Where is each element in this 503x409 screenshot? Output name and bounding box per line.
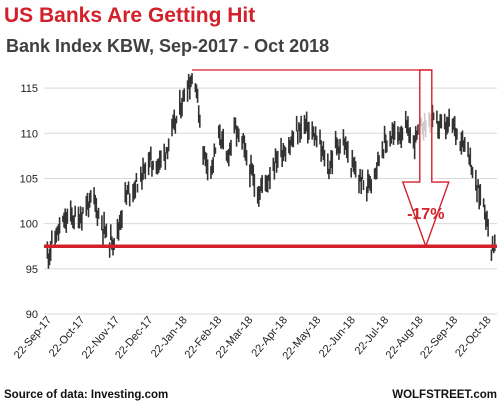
chart-subtitle: Bank Index KBW, Sep-2017 - Oct 2018	[6, 36, 330, 56]
y-tick-label: 110	[20, 128, 38, 140]
y-tick-label: 90	[26, 309, 38, 321]
x-tick-label: 22-Jun-18	[317, 314, 358, 360]
brand-name: WOLFSTREET.com	[392, 389, 497, 401]
y-tick-label: 105	[20, 173, 38, 185]
y-axis: 90 95 100 105 110 115	[20, 83, 38, 321]
decline-arrow	[401, 69, 450, 249]
chart-title: US Banks Are Getting Hit	[4, 4, 256, 27]
y-tick-label: 115	[20, 83, 38, 95]
decline-label: -17%	[407, 206, 444, 223]
annotations: -17%	[44, 69, 497, 249]
x-tick-label: 22-Sep-17	[12, 314, 54, 361]
y-tick-label: 95	[26, 264, 38, 276]
data-source-note: Source of data: Investing.com	[4, 389, 169, 401]
x-axis: 22-Sep-1722-Oct-1722-Nov-1722-Dec-1722-J…	[12, 314, 494, 362]
y-tick-label: 100	[20, 219, 38, 231]
